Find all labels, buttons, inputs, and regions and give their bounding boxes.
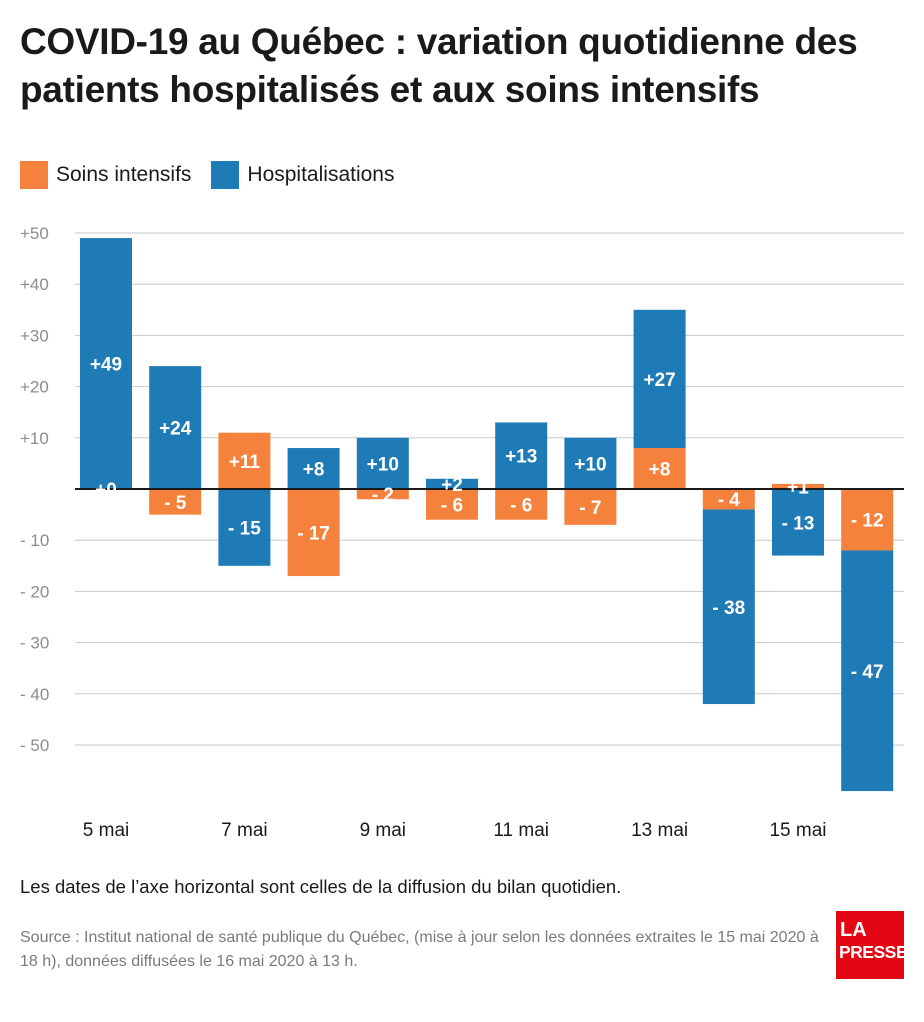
data-label-soins-intensifs: - 12 — [851, 511, 884, 532]
data-label-hospitalisations: - 38 — [712, 598, 745, 619]
x-tick-label: 11 mai — [493, 820, 549, 841]
data-label-hospitalisations: - 13 — [782, 513, 815, 534]
data-label-soins-intensifs: - 2 — [372, 485, 394, 506]
data-label-hospitalisations: +8 — [303, 460, 325, 481]
data-label-soins-intensifs: - 6 — [510, 495, 532, 516]
y-tick-label: - 20 — [20, 582, 49, 601]
legend-label-soins-intensifs: Soins intensifs — [56, 163, 192, 186]
data-label-hospitalisations: +27 — [643, 370, 675, 391]
data-label-soins-intensifs: - 5 — [164, 493, 187, 514]
y-tick-label: - 50 — [20, 736, 49, 755]
legend-item-hospitalisations: Hospitalisations — [211, 161, 394, 189]
bar-hospitalisations — [80, 238, 132, 489]
logo-text-presse: PRESSE — [839, 942, 908, 962]
data-label-hospitalisations: - 47 — [851, 662, 884, 683]
bar-soins-intensifs — [218, 432, 271, 489]
bar-hospitalisations — [495, 422, 548, 489]
data-label-soins-intensifs: +8 — [649, 460, 671, 481]
bar-soins-intensifs — [702, 489, 755, 510]
y-tick-label: +10 — [20, 429, 49, 448]
data-label-hospitalisations: +13 — [505, 447, 537, 468]
bar-hospitalisations — [633, 309, 686, 449]
chart-title: COVID-19 au Québec : variation quotidien… — [20, 21, 858, 110]
data-label-hospitalisations: - 15 — [228, 518, 261, 539]
bar-soins-intensifs — [564, 489, 617, 525]
bar-hospitalisations — [841, 550, 894, 792]
data-label-soins-intensifs: - 4 — [718, 490, 741, 511]
legend-item-soins-intensifs: Soins intensifs — [20, 161, 191, 189]
bar-hospitalisations — [218, 489, 271, 566]
data-label-hospitalisations: +2 — [441, 475, 463, 496]
x-tick-label: 9 mai — [360, 820, 406, 841]
bar-soins-intensifs — [633, 448, 686, 489]
bar-hospitalisations — [702, 509, 755, 705]
bar-hospitalisations — [772, 489, 824, 556]
data-label-soins-intensifs: - 7 — [579, 498, 601, 519]
bar-hospitalisations — [287, 448, 340, 489]
bar-soins-intensifs — [149, 489, 202, 515]
y-tick-label: +40 — [20, 275, 49, 294]
y-tick-label: +50 — [20, 224, 49, 243]
bar-hospitalisations — [564, 437, 617, 489]
bar-hospitalisations — [149, 366, 202, 489]
bar-soins-intensifs — [356, 489, 409, 500]
data-label-soins-intensifs: +1 — [787, 477, 809, 498]
x-tick-label: 13 mai — [631, 820, 688, 841]
data-label-hospitalisations: +24 — [159, 419, 192, 440]
y-tick-label: +20 — [20, 378, 49, 397]
x-tick-label: 7 mai — [221, 820, 267, 841]
legend-label-hospitalisations: Hospitalisations — [247, 163, 395, 186]
bar-soins-intensifs — [772, 483, 824, 489]
source-text: Source : Institut national de santé publ… — [20, 929, 819, 970]
data-label-soins-intensifs: - 6 — [441, 495, 463, 516]
data-label-soins-intensifs: +11 — [229, 452, 261, 473]
bar-hospitalisations — [426, 478, 478, 489]
y-tick-label: - 30 — [20, 634, 49, 653]
bar-soins-intensifs — [495, 489, 548, 520]
legend-swatch-hospitalisations — [211, 161, 240, 189]
x-tick-label: 15 mai — [769, 820, 826, 841]
bar-hospitalisations — [356, 437, 409, 489]
x-tick-label: 5 mai — [83, 820, 129, 841]
data-label-soins-intensifs: +0 — [95, 480, 117, 501]
axis-note: Les dates de l’axe horizontal sont celle… — [20, 876, 622, 897]
data-label-hospitalisations: +10 — [367, 454, 399, 475]
y-tick-label: - 10 — [20, 531, 49, 550]
data-label-soins-intensifs: - 17 — [297, 524, 330, 545]
bar-soins-intensifs — [426, 489, 478, 520]
data-label-hospitalisations: +10 — [574, 454, 606, 475]
bar-soins-intensifs — [841, 489, 894, 551]
legend-swatch-soins-intensifs — [20, 161, 48, 189]
legend: Soins intensifs Hospitalisations — [20, 160, 414, 190]
la-presse-logo: LA PRESSE — [836, 911, 908, 979]
data-label-hospitalisations: +49 — [90, 355, 122, 376]
bar-soins-intensifs — [287, 489, 340, 577]
logo-text-la: LA — [840, 919, 867, 941]
y-tick-label: - 40 — [20, 685, 49, 704]
y-tick-label: +30 — [20, 326, 49, 345]
bar-chart: +50 +40 +30 +20 +10 - 10 - 20 - 30 - 40 - 50 +0 +49… — [20, 224, 904, 841]
